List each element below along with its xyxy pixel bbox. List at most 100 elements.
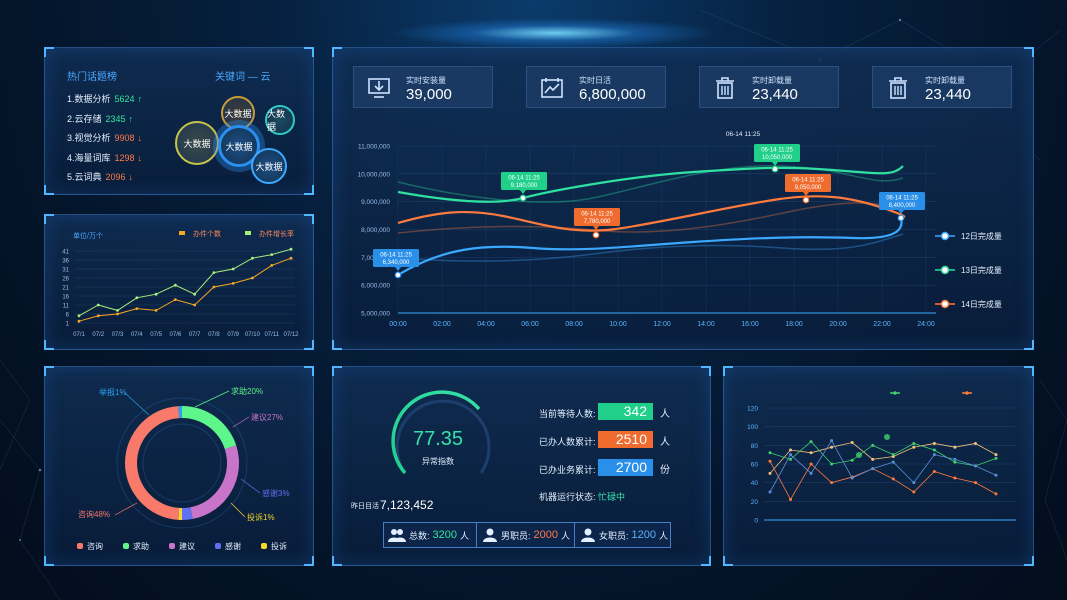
data-point[interactable] <box>212 271 216 274</box>
data-point[interactable] <box>871 467 875 471</box>
hot-topic-label: 1.数据分析 <box>67 94 111 104</box>
data-point[interactable] <box>768 459 772 463</box>
data-point[interactable] <box>251 256 254 260</box>
data-point[interactable] <box>77 319 81 323</box>
highlight-point[interactable] <box>884 434 890 440</box>
data-point[interactable] <box>953 445 957 449</box>
data-point[interactable] <box>871 457 875 461</box>
data-point[interactable] <box>994 453 998 457</box>
donut-slice[interactable] <box>178 406 182 419</box>
data-point[interactable] <box>891 477 895 481</box>
data-point[interactable] <box>809 451 813 455</box>
hot-topic-item[interactable]: 5.云词典 2096 ↓ <box>67 170 133 183</box>
data-point[interactable] <box>231 267 235 271</box>
donut-slice[interactable] <box>178 507 182 520</box>
data-point[interactable] <box>953 457 957 461</box>
data-point[interactable] <box>289 247 293 251</box>
data-point[interactable] <box>154 309 158 312</box>
data-point[interactable] <box>830 445 834 449</box>
data-point[interactable] <box>994 456 998 460</box>
data-point[interactable] <box>519 194 527 202</box>
legend-label[interactable]: 12日完成量 <box>961 231 1002 241</box>
data-point[interactable] <box>394 271 402 279</box>
data-point[interactable] <box>270 253 274 256</box>
data-point[interactable] <box>850 476 854 480</box>
data-point[interactable] <box>789 497 793 501</box>
data-point[interactable] <box>809 462 813 466</box>
hot-topic-item[interactable]: 3.视觉分析 9908 ↓ <box>67 131 142 144</box>
data-point[interactable] <box>912 445 916 449</box>
data-point[interactable] <box>789 457 793 461</box>
series-line-12日完成量[interactable] <box>397 217 903 276</box>
donut-slice[interactable] <box>190 445 240 519</box>
donut-slice[interactable] <box>182 406 237 450</box>
data-point[interactable] <box>830 481 834 485</box>
data-point[interactable] <box>850 441 854 445</box>
data-point[interactable] <box>994 492 998 496</box>
data-point[interactable] <box>953 460 957 464</box>
data-point[interactable] <box>96 314 100 318</box>
data-point[interactable] <box>850 458 854 462</box>
data-point[interactable] <box>768 490 772 494</box>
hot-topic-item[interactable]: 4.海量词库 1298 ↓ <box>67 151 142 164</box>
data-point[interactable] <box>768 471 772 475</box>
donut-slice[interactable] <box>124 406 180 520</box>
data-point[interactable] <box>289 256 293 260</box>
x-tick-label: 02:00 <box>433 321 451 328</box>
data-point[interactable] <box>116 309 119 312</box>
data-point[interactable] <box>809 471 813 475</box>
data-point[interactable] <box>802 196 810 204</box>
keyword-bubble[interactable]: 大数据 <box>218 125 260 167</box>
keyword-bubble[interactable]: 大数据 <box>265 105 295 135</box>
data-point[interactable] <box>592 231 600 239</box>
data-point[interactable] <box>932 441 936 445</box>
data-point[interactable] <box>135 296 139 300</box>
data-point[interactable] <box>973 464 977 468</box>
donut-slice[interactable] <box>182 507 193 520</box>
data-point[interactable] <box>251 276 254 280</box>
keyword-bubble[interactable]: 大数据 <box>251 148 287 184</box>
data-point[interactable] <box>96 303 100 307</box>
data-point[interactable] <box>173 283 177 287</box>
highlight-point[interactable] <box>856 452 862 458</box>
data-point[interactable] <box>231 282 235 285</box>
data-point[interactable] <box>77 314 81 318</box>
data-point[interactable] <box>270 264 274 267</box>
data-point[interactable] <box>871 443 875 447</box>
data-point[interactable] <box>994 473 998 477</box>
legend-label[interactable]: 14日完成量 <box>961 299 1002 309</box>
data-point[interactable] <box>116 312 119 316</box>
data-point[interactable] <box>173 298 177 301</box>
data-point[interactable] <box>973 441 977 445</box>
data-point[interactable] <box>891 453 895 457</box>
data-point[interactable] <box>193 292 197 296</box>
data-point[interactable] <box>932 453 936 457</box>
legend-label[interactable]: 13日完成量 <box>961 265 1002 275</box>
data-point[interactable] <box>154 292 158 296</box>
data-point[interactable] <box>897 214 905 222</box>
data-point[interactable] <box>953 476 957 480</box>
data-point[interactable] <box>973 481 977 485</box>
data-point[interactable] <box>789 453 793 457</box>
hot-topic-item[interactable]: 1.数据分析 5624 ↑ <box>67 92 142 105</box>
data-point[interactable] <box>830 439 834 443</box>
hot-topic-item[interactable]: 2.云存储 2345 ↑ <box>67 112 133 125</box>
data-point[interactable] <box>830 462 834 466</box>
data-point[interactable] <box>912 490 916 494</box>
data-point[interactable] <box>135 307 139 310</box>
data-point[interactable] <box>912 481 916 485</box>
data-point[interactable] <box>912 441 916 445</box>
data-point[interactable] <box>771 165 779 173</box>
data-point[interactable] <box>193 303 197 307</box>
donut-chart-panel: 举报1% 求助20% 建议27% 感谢3% 投诉1% 咨询48% 咨询 求助 建议 感谢 投诉 <box>44 366 314 566</box>
keyword-bubble[interactable]: 大数据 <box>175 121 219 165</box>
data-point[interactable] <box>809 440 813 444</box>
data-point[interactable] <box>891 460 895 464</box>
series-line-13日完成量[interactable] <box>397 165 904 203</box>
data-point[interactable] <box>932 469 936 473</box>
data-point[interactable] <box>768 451 772 455</box>
keyword-bubble[interactable]: 大数据 <box>221 96 255 130</box>
data-point[interactable] <box>212 285 216 289</box>
data-point[interactable] <box>789 448 793 452</box>
data-point[interactable] <box>932 448 936 452</box>
